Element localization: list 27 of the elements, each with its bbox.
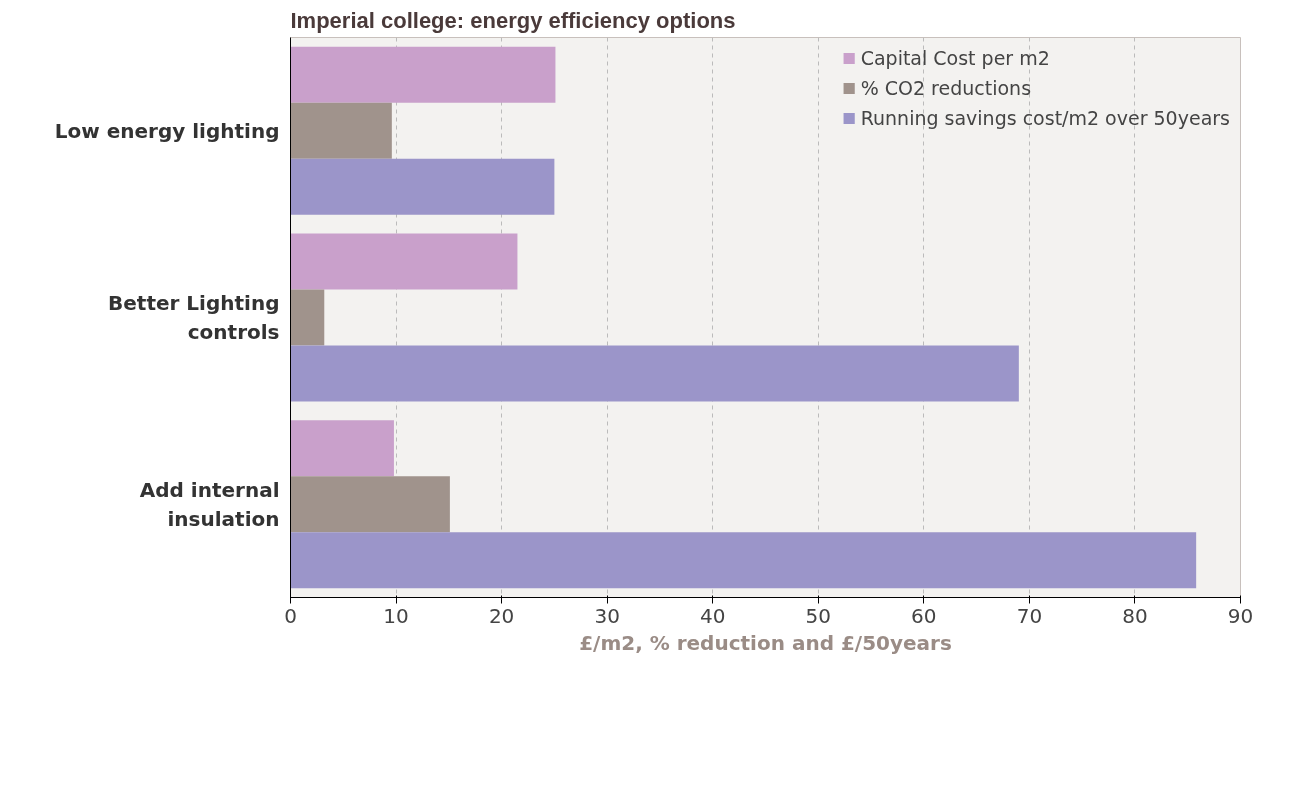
legend-label: Capital Cost per m2 [860, 47, 1050, 69]
chart-title: Imperial college: energy efficiency options [290, 7, 736, 33]
bar [290, 289, 325, 346]
bar [290, 345, 1019, 402]
x-tick-label: 40 [700, 603, 726, 628]
x-tick-label: 20 [488, 603, 515, 628]
bar [290, 476, 450, 533]
y-tick-label: Low energy lighting [54, 118, 280, 143]
bar [290, 233, 518, 290]
y-tick-label: Add internal insulation [139, 477, 280, 531]
bar [290, 46, 556, 103]
x-tick-label: 30 [594, 603, 620, 628]
x-axis-title: £/m2, % reduction and £/50years [579, 630, 952, 655]
x-tick-label: 10 [383, 603, 409, 628]
legend-label: % CO2 reductions [860, 77, 1032, 99]
x-tick-label: 50 [805, 603, 832, 628]
bar [290, 420, 394, 477]
x-tick-label: 60 [911, 603, 937, 628]
bar [290, 532, 1197, 589]
bar [290, 158, 555, 215]
x-tick-label: 80 [1122, 603, 1148, 628]
x-tick-label: 70 [1016, 603, 1043, 628]
x-tick-label: 0 [284, 603, 297, 628]
x-tick-label: 90 [1227, 603, 1254, 628]
y-tick-label: Better Lighting controls [108, 291, 280, 344]
legend-label: Running savings cost/m2 over 50years [860, 107, 1230, 129]
bar [290, 102, 392, 159]
